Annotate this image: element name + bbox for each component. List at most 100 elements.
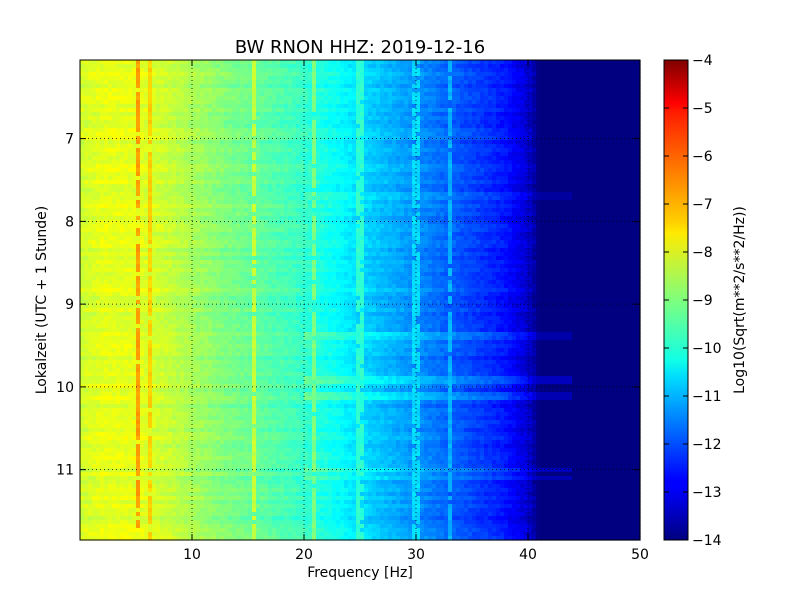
heatmap-cell: [600, 92, 605, 97]
heatmap-cell: [172, 184, 177, 189]
heatmap-cell: [636, 96, 641, 101]
heatmap-cell: [168, 108, 173, 113]
heatmap-cell: [632, 188, 637, 193]
heatmap-cell: [124, 172, 129, 177]
heatmap-cell: [556, 80, 561, 85]
heatmap-cell: [168, 180, 173, 185]
heatmap-cell: [380, 72, 385, 77]
heatmap-cell: [444, 140, 449, 145]
heatmap-cell: [284, 128, 289, 133]
heatmap-cell: [276, 108, 281, 113]
heatmap-cell: [88, 100, 93, 105]
heatmap-cell: [580, 172, 585, 177]
heatmap-cell: [628, 92, 633, 97]
heatmap-cell: [372, 192, 377, 197]
heatmap-cell: [252, 136, 257, 141]
heatmap-cell: [228, 192, 233, 197]
heatmap-cell: [376, 68, 381, 73]
heatmap-cell: [468, 196, 473, 201]
heatmap-cell: [84, 108, 89, 113]
heatmap-cell: [452, 64, 457, 69]
heatmap-cell: [164, 180, 169, 185]
heatmap-cell: [180, 200, 185, 205]
heatmap-cell: [276, 156, 281, 161]
heatmap-cell: [140, 172, 145, 177]
heatmap-cell: [136, 164, 141, 169]
heatmap-cell: [480, 60, 485, 65]
heatmap-cell: [204, 196, 209, 201]
heatmap-cell: [92, 112, 97, 117]
heatmap-cell: [632, 156, 637, 161]
heatmap-cell: [400, 116, 405, 121]
heatmap-cell: [168, 120, 173, 125]
heatmap-cell: [200, 140, 205, 145]
heatmap-cell: [80, 68, 85, 73]
heatmap-cell: [272, 200, 277, 205]
heatmap-cell: [476, 124, 481, 129]
heatmap-cell: [296, 160, 301, 165]
heatmap-cell: [420, 100, 425, 105]
heatmap-cell: [464, 84, 469, 89]
heatmap-cell: [548, 112, 553, 117]
heatmap-cell: [480, 188, 485, 193]
heatmap-cell: [432, 160, 437, 165]
heatmap-cell: [376, 164, 381, 169]
heatmap-cell: [360, 60, 365, 65]
heatmap-cell: [532, 60, 537, 65]
heatmap-cell: [272, 60, 277, 65]
heatmap-cell: [132, 116, 137, 121]
heatmap-cell: [132, 200, 137, 205]
heatmap-cell: [360, 124, 365, 129]
heatmap-cell: [276, 80, 281, 85]
heatmap-cell: [364, 88, 369, 93]
heatmap-cell: [576, 156, 581, 161]
heatmap-cell: [128, 76, 133, 81]
heatmap-cell: [184, 200, 189, 205]
heatmap-cell: [312, 76, 317, 81]
heatmap-cell: [256, 200, 261, 205]
heatmap-cell: [392, 100, 397, 105]
heatmap-cell: [600, 72, 605, 77]
heatmap-cell: [248, 76, 253, 81]
heatmap-cell: [348, 60, 353, 65]
heatmap-cell: [360, 128, 365, 133]
heatmap-cell: [560, 144, 565, 149]
heatmap-cell: [424, 84, 429, 89]
heatmap-cell: [276, 176, 281, 181]
heatmap-cell: [440, 76, 445, 81]
heatmap-cell: [452, 72, 457, 77]
heatmap-cell: [400, 76, 405, 81]
heatmap-cell: [464, 60, 469, 65]
heatmap-cell: [292, 84, 297, 89]
heatmap-cell: [620, 116, 625, 121]
heatmap-cell: [180, 192, 185, 197]
heatmap-cell: [220, 124, 225, 129]
heatmap-cell: [568, 128, 573, 133]
heatmap-cell: [516, 132, 521, 137]
heatmap-cell: [200, 120, 205, 125]
heatmap-cell: [176, 92, 181, 97]
heatmap-cell: [400, 60, 405, 65]
heatmap-cell: [620, 180, 625, 185]
heatmap-cell: [332, 116, 337, 121]
heatmap-cell: [604, 68, 609, 73]
heatmap-cell: [368, 168, 373, 173]
heatmap-cell: [620, 164, 625, 169]
heatmap-cell: [388, 148, 393, 153]
heatmap-cell: [416, 156, 421, 161]
heatmap-cell: [376, 132, 381, 137]
heatmap-cell: [300, 180, 305, 185]
heatmap-cell: [336, 68, 341, 73]
heatmap-cell: [588, 64, 593, 69]
heatmap-cell: [256, 196, 261, 201]
heatmap-cell: [340, 60, 345, 65]
heatmap-cell: [84, 188, 89, 193]
heatmap-cell: [220, 132, 225, 137]
heatmap-cell: [428, 140, 433, 145]
heatmap-cell: [228, 180, 233, 185]
heatmap-cell: [544, 120, 549, 125]
heatmap-cell: [416, 88, 421, 93]
heatmap-cell: [176, 184, 181, 189]
heatmap-cell: [612, 92, 617, 97]
